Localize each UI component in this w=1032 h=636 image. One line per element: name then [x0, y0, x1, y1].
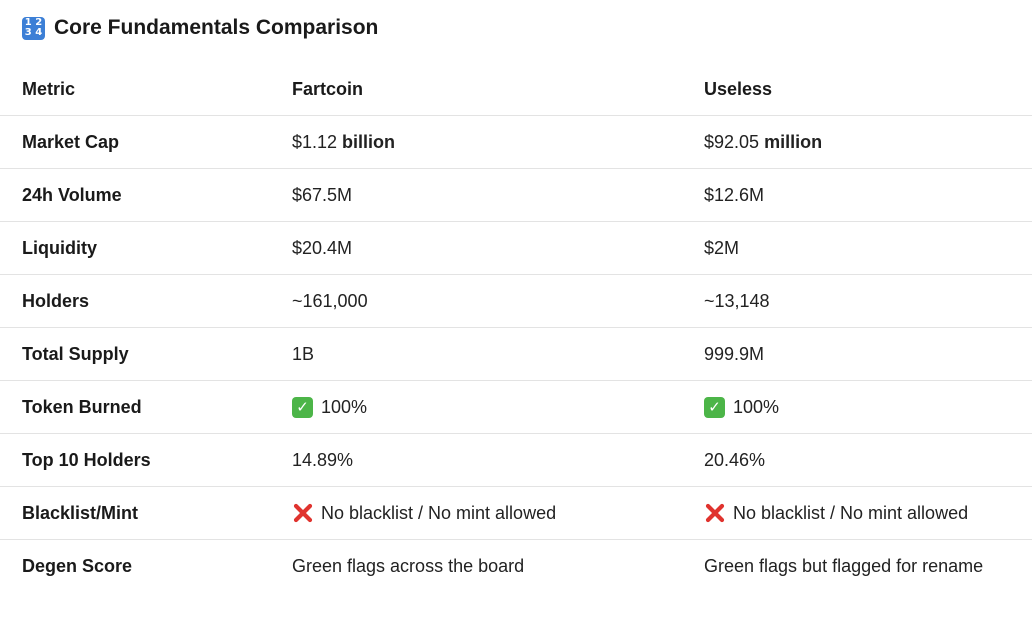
keycap-digit: 1	[24, 16, 32, 28]
value-unit: million	[764, 131, 823, 152]
keycap-digit: 3	[24, 27, 32, 39]
table-row-top-10-holders: Top 10 Holders 14.89% 20.46%	[0, 434, 1032, 487]
fartcoin-value: Green flags across the board	[292, 556, 525, 576]
table-row-holders: Holders ~161,000 ~13,148	[0, 275, 1032, 328]
table-row-liquidity: Liquidity $20.4M $2M	[0, 222, 1032, 275]
table-row-blacklist-mint: Blacklist/Mint No blacklist / No mint al…	[0, 487, 1032, 540]
metric-label: Top 10 Holders	[22, 449, 151, 470]
value-text: 100%	[733, 396, 780, 417]
page-heading: 1 2 3 4 Core Fundamentals Comparison	[22, 14, 378, 42]
input-numbers-keycap-icon: 1 2 3 4	[22, 16, 45, 40]
check-mark-icon: ✓	[704, 396, 725, 418]
useless-value: Green flags but flagged for rename	[704, 556, 984, 576]
useless-value: 20.46%	[704, 449, 766, 470]
value-unit: billion	[342, 131, 396, 152]
table-row-token-burned: Token Burned ✓ 100% ✓ 100%	[0, 381, 1032, 434]
fartcoin-value: 1B	[292, 343, 315, 364]
comparison-table: Metric Fartcoin Useless Market Cap $1.12…	[0, 64, 1032, 593]
table-row-market-cap: Market Cap $1.12 billion $92.05 million	[0, 116, 1032, 169]
cross-mark-icon	[292, 503, 313, 524]
useless-value: $2M	[704, 237, 740, 258]
keycap-digit: 4	[35, 27, 43, 39]
column-header-metric: Metric	[22, 79, 76, 99]
page-title: Core Fundamentals Comparison	[54, 16, 379, 39]
check-mark-icon: ✓	[292, 396, 313, 418]
metric-label: Token Burned	[22, 396, 142, 417]
metric-label: Total Supply	[22, 343, 129, 364]
cross-mark-icon	[704, 503, 725, 524]
metric-label: 24h Volume	[22, 184, 122, 205]
value-text: No blacklist / No mint allowed	[733, 502, 969, 523]
metric-label: Holders	[22, 290, 90, 311]
fartcoin-value: $20.4M	[292, 237, 353, 258]
useless-value: 999.9M	[704, 343, 765, 364]
table-row-24h-volume: 24h Volume $67.5M $12.6M	[0, 169, 1032, 222]
value-text: 100%	[321, 396, 368, 417]
useless-value: $92.05 million	[704, 116, 822, 168]
metric-label: Liquidity	[22, 237, 97, 258]
useless-value: No blacklist / No mint allowed	[704, 487, 968, 539]
keycap-digit: 2	[35, 16, 43, 28]
fartcoin-value: $1.12 billion	[292, 116, 395, 168]
useless-value: ✓ 100%	[704, 381, 779, 433]
column-header-fartcoin: Fartcoin	[292, 79, 364, 99]
fartcoin-value: $67.5M	[292, 184, 353, 205]
fartcoin-value: ~161,000	[292, 290, 368, 311]
metric-label: Market Cap	[22, 131, 120, 152]
metric-label: Blacklist/Mint	[22, 502, 139, 523]
value-amount: $1.12	[292, 131, 338, 152]
table-header-row: Metric Fartcoin Useless	[0, 64, 1032, 116]
value-amount: $92.05	[704, 131, 760, 152]
table-row-total-supply: Total Supply 1B 999.9M	[0, 328, 1032, 381]
table-row-degen-score: Degen Score Green flags across the board…	[0, 540, 1032, 593]
fartcoin-value: No blacklist / No mint allowed	[292, 487, 556, 539]
useless-value: $12.6M	[704, 184, 765, 205]
fartcoin-value: ✓ 100%	[292, 381, 367, 433]
fartcoin-value: 14.89%	[292, 449, 354, 470]
value-text: No blacklist / No mint allowed	[321, 502, 557, 523]
useless-value: ~13,148	[704, 290, 770, 311]
metric-label: Degen Score	[22, 556, 133, 576]
column-header-useless: Useless	[704, 79, 773, 99]
